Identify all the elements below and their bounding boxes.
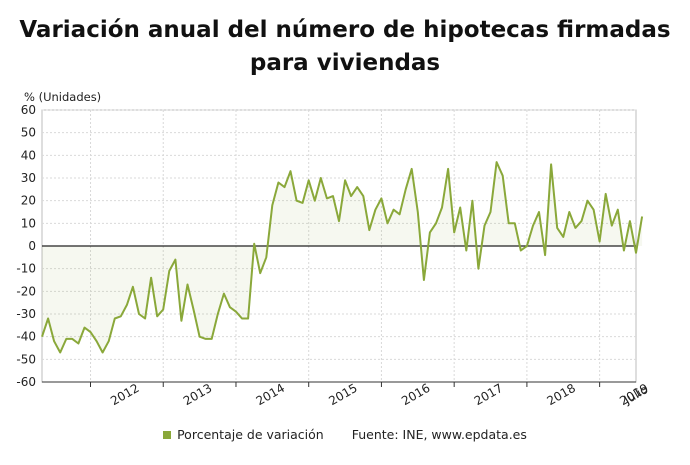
x-tick-label: 2012: [108, 381, 141, 408]
x-tick-label: 2018: [545, 381, 578, 408]
legend: Porcentaje de variación Fuente: INE, www.…: [0, 427, 690, 442]
x-tick-label: 2016: [399, 381, 432, 408]
y-tick-label: -30: [16, 307, 36, 321]
y-tick-label: -50: [16, 352, 36, 366]
x-tick-label: 2013: [181, 381, 214, 408]
chart-title: Variación anual del número de hipotecas …: [19, 17, 671, 76]
y-tick-label: -40: [16, 330, 36, 344]
series-area: [42, 162, 643, 353]
y-tick-label: 30: [21, 171, 36, 185]
y-tick-label: -10: [16, 262, 36, 276]
y-tick-label: -60: [16, 375, 36, 389]
legend-series-label: Porcentaje de variación: [177, 427, 324, 442]
y-tick-label: 10: [21, 216, 36, 230]
y-tick-label: 20: [21, 194, 36, 208]
x-tick-label: 2017: [472, 381, 505, 408]
x-tick-label: 2015: [326, 381, 359, 408]
source-note: Fuente: INE, www.epdata.es: [351, 427, 527, 442]
y-tick-label: 50: [21, 126, 36, 140]
series-line: [41, 161, 644, 354]
y-tick-label: 60: [21, 103, 36, 117]
y-tick-label: 40: [21, 148, 36, 162]
x-tick-label: 2014: [254, 381, 287, 408]
y-axis-label: % (Unidades): [24, 90, 102, 104]
legend-swatch: [163, 431, 172, 439]
y-tick-label: -20: [16, 284, 36, 298]
y-tick-label: 0: [28, 239, 36, 253]
